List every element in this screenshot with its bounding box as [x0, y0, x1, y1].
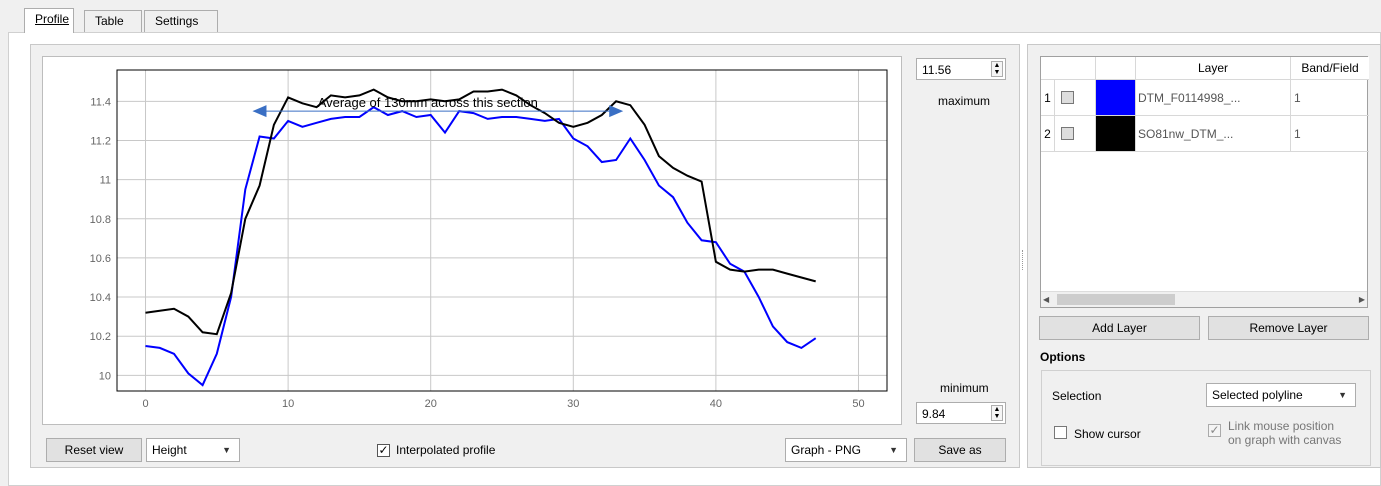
chevron-down-icon: ▼ [222, 445, 231, 455]
interpolated-profile-checkbox[interactable]: ✓ [377, 443, 390, 457]
link-mouse-label-line1: Link mouse position [1228, 419, 1335, 433]
scroll-left-icon[interactable]: ◀ [1043, 295, 1050, 304]
link-mouse-checkbox[interactable]: ✓ [1208, 423, 1221, 437]
height-combo-value: Height [152, 443, 187, 457]
horizontal-scrollbar[interactable]: ◀ ▶ [1041, 291, 1367, 307]
row-checkbox-cell [1055, 80, 1096, 116]
row-band[interactable]: 1 [1291, 80, 1369, 116]
layer-table[interactable]: Layer Band/Field 1 DTM_F0114998_... 1 2 … [1040, 56, 1369, 308]
row-color-cell[interactable] [1096, 116, 1136, 152]
header-layer[interactable]: Layer [1136, 57, 1291, 80]
chevron-down-icon: ▼ [1338, 390, 1347, 400]
row-index: 1 [1041, 80, 1055, 116]
header-blank-2 [1096, 57, 1136, 80]
height-combo[interactable]: Height ▼ [146, 438, 240, 462]
tab-settings-label: Settings [155, 14, 199, 28]
reset-view-button[interactable]: Reset view [46, 438, 142, 462]
profile-plot[interactable]: 0 10 20 30 40 50 10 10.2 10.4 10.6 10.8 11 11.2 11.4 A… [42, 56, 902, 425]
splitter-handle[interactable] [1022, 250, 1025, 270]
row-checkbox[interactable] [1061, 91, 1074, 104]
chevron-down-icon: ▼ [889, 445, 898, 455]
show-cursor-label: Show cursor [1074, 427, 1141, 441]
tab-table[interactable]: Table [84, 10, 142, 32]
header-blank-1 [1041, 57, 1096, 80]
show-cursor-checkbox[interactable] [1054, 426, 1067, 439]
row-band[interactable]: 1 [1291, 116, 1369, 152]
maximum-value: 11.56 [922, 63, 952, 77]
selection-combo-value: Selected polyline [1212, 388, 1303, 402]
annotation-arrow-left-icon [252, 105, 267, 118]
plot-frame [116, 69, 888, 392]
x-tick-label: 10 [282, 398, 294, 410]
profile-series-line-1 [145, 106, 817, 387]
profile-series-line-2 [145, 88, 816, 336]
interpolated-profile-label: Interpolated profile [396, 443, 496, 457]
row-layer-name[interactable]: DTM_F0114998_... [1136, 80, 1291, 116]
minimum-spin-arrows-icon[interactable]: ▲ ▼ [991, 405, 1003, 421]
options-title: Options [1040, 350, 1086, 364]
row-index: 2 [1041, 116, 1055, 152]
minimum-spinbox[interactable]: 9.84 ▲ ▼ [916, 402, 1006, 424]
minimum-value: 9.84 [922, 407, 946, 421]
maximum-spin-arrows-icon[interactable]: ▲ ▼ [991, 61, 1003, 77]
header-band-field[interactable]: Band/Field [1291, 57, 1369, 80]
x-tick-label: 30 [567, 398, 579, 410]
y-tick-label: 10 [99, 370, 111, 382]
x-tick-label: 20 [425, 398, 437, 410]
color-swatch[interactable] [1096, 80, 1135, 115]
maximum-label: maximum [938, 94, 991, 108]
tab-profile-label: Profile [35, 12, 70, 26]
y-tick-label: 11.2 [90, 135, 111, 147]
tab-table-label: Table [95, 14, 124, 28]
row-checkbox[interactable] [1061, 127, 1074, 140]
export-format-combo[interactable]: Graph - PNG ▼ [785, 438, 907, 462]
y-tick-label: 11.4 [90, 96, 111, 108]
row-checkbox-cell [1055, 116, 1096, 152]
annotation-text: Average of 130mm across this section [318, 95, 538, 110]
row-color-cell[interactable] [1096, 80, 1136, 116]
x-tick-label: 40 [710, 398, 722, 410]
color-swatch[interactable] [1096, 116, 1135, 151]
tab-profile[interactable]: Profile [24, 8, 74, 33]
minimum-label: minimum [940, 381, 989, 395]
link-mouse-label: Link mouse position on graph with canvas [1228, 419, 1341, 447]
tab-settings[interactable]: Settings [144, 10, 218, 32]
row-layer-name[interactable]: SO81nw_DTM_... [1136, 116, 1291, 152]
selection-combo[interactable]: Selected polyline ▼ [1206, 383, 1356, 407]
annotation-arrow-right-icon [609, 105, 624, 118]
save-as-button[interactable]: Save as [914, 438, 1006, 462]
add-layer-button[interactable]: Add Layer [1039, 316, 1200, 340]
selection-label: Selection [1052, 389, 1102, 403]
export-format-value: Graph - PNG [791, 443, 862, 457]
link-mouse-label-line2: on graph with canvas [1228, 433, 1342, 447]
y-tick-label: 10.6 [90, 253, 111, 265]
profile-chart[interactable]: 0 10 20 30 40 50 10 10.2 10.4 10.6 10.8 11 11.2 11.4 A… [43, 57, 901, 424]
scrollbar-thumb[interactable] [1057, 294, 1175, 305]
x-tick-label: 50 [852, 398, 864, 410]
maximum-spinbox[interactable]: 11.56 ▲ ▼ [916, 58, 1006, 80]
options-group [1041, 370, 1371, 466]
y-tick-label: 10.4 [90, 292, 111, 304]
y-tick-label: 11 [100, 175, 111, 187]
x-tick-label: 0 [142, 398, 148, 410]
scroll-right-icon[interactable]: ▶ [1358, 295, 1365, 304]
y-tick-label: 10.2 [90, 331, 111, 343]
remove-layer-button[interactable]: Remove Layer [1208, 316, 1369, 340]
y-tick-label: 10.8 [90, 214, 111, 226]
